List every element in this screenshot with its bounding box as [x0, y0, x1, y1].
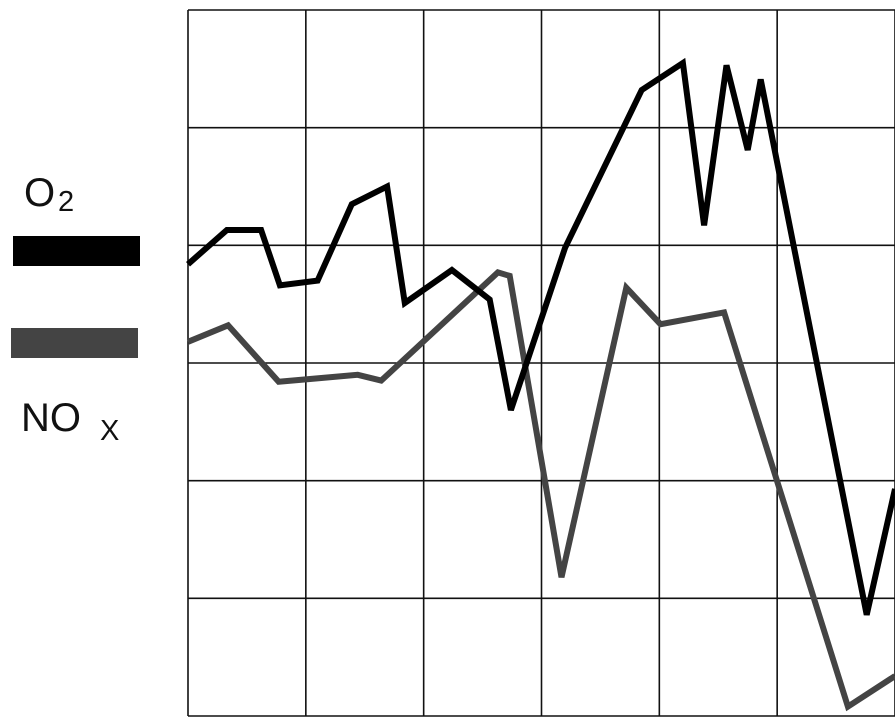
chart-series [186, 57, 895, 712]
legend-subscript-nox: X [100, 415, 119, 447]
legend-label-o2: O [24, 171, 55, 215]
series-line-o2 [186, 57, 895, 616]
series-line-nox [186, 269, 895, 712]
legend-swatch-nox [11, 328, 138, 358]
chart-grid [187, 9, 895, 717]
chart-legend: O 2 NO X [11, 171, 140, 447]
legend-subscript-o2: 2 [58, 186, 74, 218]
legend-label-nox: NO [21, 396, 81, 440]
legend-swatch-o2 [13, 236, 140, 266]
